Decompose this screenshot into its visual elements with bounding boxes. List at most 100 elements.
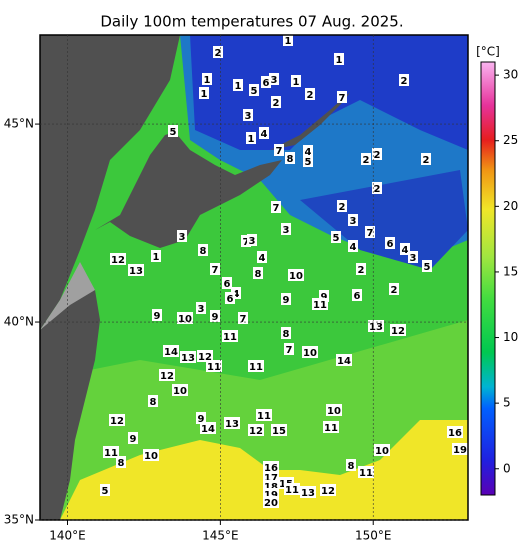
contour-label: 9 bbox=[283, 295, 290, 306]
contour-label-box bbox=[302, 346, 318, 358]
contour-label: 12 bbox=[391, 326, 405, 337]
contour-label: 5 bbox=[170, 127, 177, 138]
contour-label-box bbox=[100, 484, 110, 496]
land-continent bbox=[40, 35, 180, 330]
contour-label-box bbox=[447, 426, 463, 438]
contour-label: 3 bbox=[410, 253, 417, 264]
contour-label-box bbox=[271, 424, 287, 436]
contour-label-box bbox=[159, 369, 175, 381]
contour-label: 5 bbox=[305, 157, 312, 168]
contour-label: 14 bbox=[164, 347, 178, 358]
contour-label-box bbox=[259, 127, 269, 139]
contour-label: 12 bbox=[321, 486, 335, 497]
contour-label-box bbox=[281, 293, 291, 305]
contour-label-box bbox=[168, 125, 178, 137]
map-frame bbox=[39, 34, 469, 521]
okhotsk bbox=[190, 35, 468, 150]
contour-label-box bbox=[385, 237, 395, 249]
contour-label-box bbox=[368, 320, 384, 332]
contour-label: 3 bbox=[245, 111, 252, 122]
contour-label: 2 bbox=[215, 48, 222, 59]
contour-label: 2 bbox=[363, 155, 370, 166]
land-hokkaido bbox=[95, 132, 282, 248]
contour-label-box bbox=[281, 327, 291, 339]
contour-label: 11 bbox=[359, 468, 373, 479]
contour-label: 6 bbox=[354, 291, 361, 302]
contour-label-box bbox=[172, 384, 188, 396]
contour-label-box bbox=[336, 354, 352, 366]
contour-label: 10 bbox=[178, 314, 192, 325]
contour-label-box bbox=[305, 88, 315, 100]
contour-label-box bbox=[246, 132, 256, 144]
lon-tick-label: 140°E bbox=[49, 529, 86, 543]
contour-label-box bbox=[365, 226, 375, 238]
contour-label: 11 bbox=[257, 411, 271, 422]
contour-label-box bbox=[271, 201, 281, 213]
contour-label-box bbox=[284, 483, 300, 495]
colorbar-tick-label: 20 bbox=[503, 199, 518, 213]
contour-label: 7 bbox=[273, 203, 280, 214]
contour-label: 7 bbox=[367, 228, 374, 239]
contour-label: 8 bbox=[283, 329, 290, 340]
contour-label: 1 bbox=[204, 75, 211, 86]
colorbar-tick-label: 0 bbox=[503, 461, 511, 475]
contour-label: 6 bbox=[227, 294, 234, 305]
contour-label-box bbox=[257, 251, 267, 263]
contour-label-box bbox=[389, 283, 399, 295]
contour-label-box bbox=[196, 302, 206, 314]
contour-label: 3 bbox=[350, 216, 357, 227]
colorbar bbox=[480, 61, 496, 496]
contour-label-box bbox=[103, 446, 119, 458]
contour-label-box bbox=[224, 417, 240, 429]
contour-label-box bbox=[274, 144, 284, 156]
contour-label: 12 bbox=[249, 426, 263, 437]
contour-label: 4 bbox=[261, 129, 268, 140]
contour-label-box bbox=[422, 260, 432, 272]
contour-label-box bbox=[210, 263, 220, 275]
contour-label: 6 bbox=[387, 239, 394, 250]
contour-label: 2 bbox=[391, 285, 398, 296]
contour-label-box bbox=[143, 449, 159, 461]
colorbar-tick-label: 10 bbox=[503, 330, 518, 344]
lat-tick-label: 45°N bbox=[4, 117, 34, 131]
contour-label: 5 bbox=[251, 86, 258, 97]
contour-label: 2 bbox=[374, 150, 381, 161]
contour-label: 20 bbox=[264, 498, 278, 509]
contour-label: 4 bbox=[350, 242, 357, 253]
contour-label: 9 bbox=[130, 434, 137, 445]
contour-label-box bbox=[148, 395, 158, 407]
contour-label-box bbox=[331, 231, 341, 243]
contour-label-box bbox=[452, 443, 468, 455]
colorbar-label: [°C] bbox=[476, 45, 500, 59]
contour-label-box bbox=[356, 263, 366, 275]
contour-label: 2 bbox=[358, 265, 365, 276]
contour-label-box bbox=[400, 243, 410, 255]
contour-label-box bbox=[291, 75, 301, 87]
contour-label-box bbox=[269, 73, 279, 85]
contour-label: 11 bbox=[313, 300, 327, 311]
contour-label-box bbox=[180, 351, 196, 363]
contour-label: 1 bbox=[201, 89, 208, 100]
contour-label-box bbox=[261, 76, 271, 88]
contour-label: 11 bbox=[207, 362, 221, 373]
contour-label-box bbox=[288, 269, 304, 281]
contour-label: 2 bbox=[423, 155, 430, 166]
contour-label: 7 bbox=[276, 146, 283, 157]
contour-label-box bbox=[361, 153, 371, 165]
contour-label: 2 bbox=[374, 184, 381, 195]
contour-label-box bbox=[348, 240, 358, 252]
contour-label-box bbox=[334, 53, 344, 65]
contour-label-box bbox=[421, 153, 431, 165]
lon-tick-label: 145°E bbox=[202, 529, 239, 543]
contour-label-box bbox=[348, 214, 358, 226]
colorbar-tick-label: 15 bbox=[503, 264, 518, 278]
contour-label-box bbox=[374, 444, 390, 456]
contour-label-box bbox=[263, 461, 279, 473]
contour-label: 17 bbox=[264, 473, 278, 484]
contour-label-box bbox=[233, 79, 243, 91]
contour-label: 7 bbox=[240, 314, 247, 325]
contour-label: 7 bbox=[286, 345, 293, 356]
cold-eddy bbox=[300, 170, 468, 270]
contour-label-box bbox=[372, 182, 382, 194]
